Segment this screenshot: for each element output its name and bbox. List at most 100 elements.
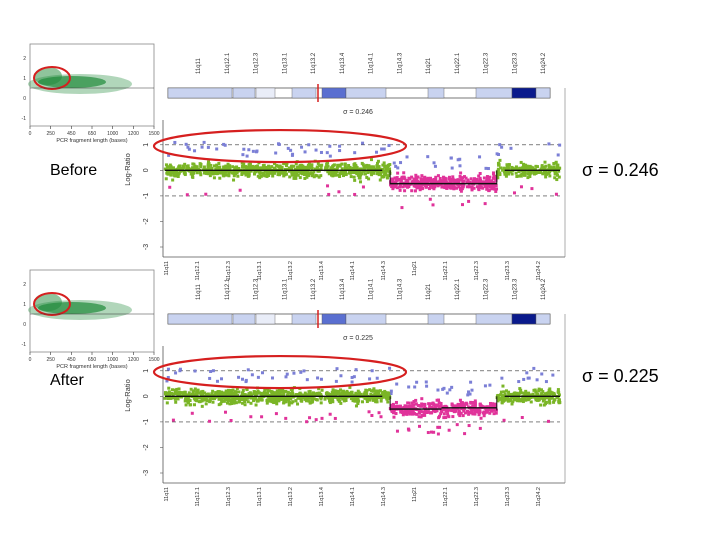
data-point [199, 164, 203, 168]
data-point [452, 404, 456, 408]
data-point [392, 415, 396, 419]
data-point [507, 397, 511, 401]
data-point [314, 418, 318, 422]
data-point [298, 392, 302, 396]
data-point [499, 397, 503, 401]
data-point [270, 171, 274, 175]
data-point [328, 401, 332, 405]
data-point [486, 184, 490, 188]
data-point [317, 175, 321, 179]
data-point [345, 391, 349, 395]
data-point [241, 388, 245, 392]
data-point [496, 172, 500, 176]
data-point [210, 392, 214, 396]
data-point [511, 400, 515, 404]
data-point [389, 392, 393, 396]
data-point [289, 391, 293, 395]
data-point [439, 405, 443, 409]
data-point [436, 174, 440, 178]
data-point [423, 180, 427, 184]
ideogram-band [167, 87, 233, 99]
data-point [459, 402, 463, 406]
data-point [327, 396, 331, 400]
data-point [507, 163, 511, 167]
data-point [201, 398, 205, 402]
data-point [444, 179, 448, 183]
data-point [366, 397, 370, 401]
data-point [544, 400, 548, 404]
data-point [341, 397, 345, 401]
data-point [362, 165, 366, 169]
data-point [547, 142, 551, 146]
data-point [467, 199, 471, 203]
data-point [398, 406, 402, 410]
data-point [557, 175, 561, 179]
data-point [390, 409, 394, 413]
data-point [242, 395, 246, 399]
data-point [268, 166, 272, 170]
data-point [368, 388, 372, 392]
data-point [514, 391, 518, 395]
data-point [472, 180, 476, 184]
data-point [270, 376, 274, 380]
data-point [494, 178, 498, 182]
data-point [291, 400, 295, 404]
data-point [353, 399, 357, 403]
outlier-highlight-ring [152, 128, 408, 164]
data-point [389, 180, 393, 184]
band-label-top: 11q21 [426, 57, 432, 74]
data-point [539, 403, 543, 407]
data-point [452, 409, 456, 413]
data-point [189, 172, 193, 176]
data-point [385, 397, 389, 401]
data-point [381, 163, 385, 167]
data-point [534, 390, 538, 394]
data-point [315, 391, 319, 395]
data-point [373, 167, 377, 171]
data-point [461, 179, 465, 183]
data-point [284, 389, 288, 393]
data-point [261, 164, 265, 168]
data-point [420, 413, 424, 417]
data-point [278, 165, 282, 169]
data-point [350, 380, 354, 384]
data-point [208, 400, 212, 404]
band-label-top: 11q22.1 [455, 52, 461, 74]
data-point [473, 408, 477, 412]
data-point [355, 398, 359, 402]
data-point [310, 165, 314, 169]
data-point [499, 393, 503, 397]
data-point [275, 396, 279, 400]
data-point [463, 411, 467, 415]
inset-density-left [34, 67, 62, 85]
data-point [492, 403, 496, 407]
data-point [305, 378, 309, 382]
data-point [338, 175, 342, 179]
data-point [197, 400, 201, 404]
ideogram-band [475, 313, 513, 325]
data-point [215, 172, 219, 176]
data-point [428, 184, 432, 188]
data-point [407, 401, 411, 405]
data-point [447, 183, 451, 187]
data-point [243, 393, 247, 397]
data-point [465, 185, 469, 189]
data-point [270, 390, 274, 394]
data-point [184, 142, 188, 146]
band-label-bottom: 11q13.1 [257, 261, 263, 280]
data-point [486, 167, 490, 171]
data-point [414, 398, 418, 402]
data-point [389, 403, 393, 407]
data-point [436, 432, 440, 436]
data-point [361, 163, 365, 167]
data-point [235, 387, 239, 391]
data-point [370, 173, 374, 177]
data-point [427, 402, 431, 406]
data-point [492, 174, 496, 178]
data-point [398, 185, 402, 189]
data-point [490, 409, 494, 413]
data-point [251, 396, 255, 400]
data-point [461, 407, 465, 411]
data-point [498, 158, 502, 162]
data-point [325, 161, 329, 165]
